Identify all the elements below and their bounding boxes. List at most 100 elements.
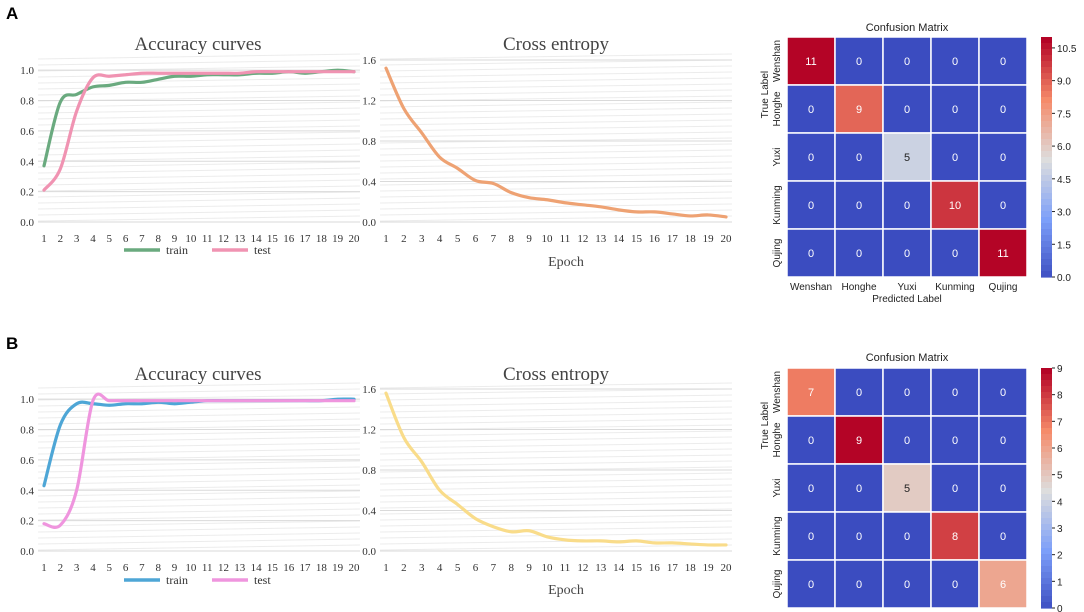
panel-b-accuracy-hatch-line: [37, 544, 361, 551]
panel-a-confusion-colorbar-segment: [1041, 145, 1052, 152]
panel-b-confusion-cell: [978, 463, 1028, 513]
panel-b-entropy-y-tick-label: 1.6: [362, 384, 376, 396]
panel-b-confusion-cell-value: 0: [952, 579, 958, 591]
panel-b-entropy-hatch-line: [379, 508, 733, 515]
panel-a-entropy-x-tick-label: 9: [526, 233, 532, 245]
panel-b-confusion-colorbar-tick-label: 1: [1057, 577, 1063, 588]
panel-b-confusion-colorbar-segment: [1041, 416, 1052, 423]
panel-a-entropy-hatch-line: [379, 185, 733, 192]
panel-b-confusion-colorbar-tick-label: 8: [1057, 391, 1063, 402]
panel-a-entropy-x-tick-label: 13: [595, 233, 607, 245]
panel-b-entropy-x-tick-label: 16: [649, 562, 661, 574]
panel-a-confusion-cell: [978, 132, 1028, 182]
panel-b-confusion-colorbar-segment: [1041, 386, 1052, 393]
panel-a-confusion-colorbar-tick-label: 3.0: [1057, 208, 1071, 219]
panel-b-confusion-title: Confusion Matrix: [866, 352, 949, 364]
panel-a-confusion-colorbar-segment: [1041, 235, 1052, 242]
panel-b-accuracy-legend-label-test: test: [254, 573, 271, 587]
panel-b-confusion-cell-value: 0: [808, 483, 814, 495]
panel-a-confusion-colorbar-segment: [1041, 133, 1052, 140]
panel-a-accuracy-hatch-line: [37, 215, 361, 222]
panel-a-entropy-hatch-line: [379, 65, 733, 72]
panel-b-entropy-x-tick-label: 6: [473, 562, 479, 574]
panel-a-confusion-cell: [786, 36, 836, 86]
panel-a-confusion-colorbar-segment: [1041, 127, 1052, 134]
panel-a-confusion-colorbar-segment: [1041, 193, 1052, 200]
panel-a-accuracy-title: Accuracy curves: [134, 34, 261, 55]
panel-b-accuracy-hatch-line: [37, 388, 361, 395]
panel-b-entropy-hatch-line: [379, 520, 733, 527]
panel-a-confusion-cell-value: 11: [997, 248, 1008, 260]
panel-b-confusion-colorbar-tick-label: 2: [1057, 551, 1063, 562]
panel-a-entropy-hatch-line: [379, 59, 733, 66]
panel-a-accuracy-chart: 0.00.20.40.60.81.01 2 3 4 5 6 7 8 9 10 11 12 13 14 15 1…: [20, 34, 361, 257]
panel-b-accuracy-hatch-line: [37, 508, 361, 515]
panel-b-entropy-x-tick-label: 17: [667, 562, 679, 574]
panel-b-confusion-cell-value: 0: [856, 531, 862, 543]
panel-a-entropy-x-tick-label: 17: [667, 233, 679, 245]
panel-a-confusion-y-tick-label: Kunming: [772, 185, 783, 224]
panel-b-confusion-cell: [786, 559, 836, 609]
panel-b-entropy-hatch-line: [379, 412, 733, 419]
panel-a-accuracy-x-tick-label: 14: [251, 233, 263, 245]
panel-b-entropy-x-tick-label: 3: [419, 562, 425, 574]
panel-b-confusion-cell-value: 8: [952, 531, 958, 543]
panel-b-confusion-colorbar-segment: [1041, 404, 1052, 411]
panel-a-accuracy-x-tick-label: 19: [332, 233, 344, 245]
panel-b-confusion-colorbar-segment: [1041, 524, 1052, 531]
panel-b-accuracy-hatch-line: [37, 526, 361, 533]
panel-b-confusion-colorbar-segment: [1041, 572, 1052, 579]
panel-a-confusion-cell: [834, 228, 884, 278]
panel-b-confusion-cell-value: 0: [904, 579, 910, 591]
panel-b-entropy-hatch-line: [379, 406, 733, 413]
panel-b-accuracy-hatch-line: [37, 520, 361, 527]
panel-b-confusion-y-tick-label: Kunming: [772, 516, 783, 555]
panel-a-entropy-x-tick-label: 5: [455, 233, 461, 245]
panel-a-confusion-cell-value: 0: [904, 200, 910, 212]
panel-a-accuracy-y-tick-label: 1.0: [20, 65, 34, 77]
panel-b-confusion-cell-value: 7: [808, 387, 814, 399]
panel-b-confusion-colorbar-segment: [1041, 470, 1052, 477]
panel-a-accuracy-y-tick-label: 0.8: [20, 96, 34, 108]
panel-b-accuracy-x-tick-label: 20: [349, 562, 361, 574]
panel-a-confusion-colorbar-segment: [1041, 151, 1052, 158]
panel-a-confusion-cell-value: 0: [904, 104, 910, 116]
panel-a-confusion-colorbar-segment: [1041, 163, 1052, 170]
panel-b-confusion-cell-value: 6: [1000, 579, 1006, 591]
panel-a-confusion-cell: [786, 132, 836, 182]
panel-b-accuracy-x-tick-label: 3: [74, 562, 80, 574]
panel-b-confusion-colorbar-segment: [1041, 422, 1052, 429]
panel-a-accuracy-y-tick-label: 0.4: [20, 156, 34, 168]
panel-a-confusion-cell: [786, 180, 836, 230]
panel-b-confusion-colorbar-tick-label: 5: [1057, 471, 1063, 482]
panel-a-accuracy-x-tick-label: 16: [283, 233, 295, 245]
panel-a-confusion-cell-value: 0: [904, 248, 910, 260]
panel-b-accuracy-hatch-line: [37, 496, 361, 503]
panel-b-entropy-x-tick-label: 11: [560, 562, 571, 574]
panel-b-confusion-y-tick-label: Wenshan: [772, 371, 783, 413]
panel-a-accuracy-hatch-line: [37, 149, 361, 156]
panel-b-accuracy-x-tick-label: 16: [283, 562, 295, 574]
panel-b-entropy-hatch-line: [379, 472, 733, 479]
panel-a-confusion-x-tick-label: Yuxi: [898, 282, 917, 293]
panel-b-entropy-hatch-line: [379, 436, 733, 443]
panel-a-entropy-x-label: Epoch: [548, 255, 584, 270]
panel-b-confusion-colorbar-segment: [1041, 530, 1052, 537]
panel-b-confusion-colorbar-segment: [1041, 428, 1052, 435]
panel-a-confusion-colorbar-tick-label: 4.5: [1057, 175, 1071, 186]
panel-a-confusion-chart: Confusion Matrix 11 0 0 0 0 0 9 0 0 0 0 0 5 0 0 0 0 0 10 0 0 0…: [760, 22, 1077, 305]
panel-a-accuracy-hatch-line: [37, 119, 361, 126]
panel-b-confusion-cell: [930, 463, 980, 513]
panel-a-confusion-cell: [978, 84, 1028, 134]
panel-a-confusion-cell-value: 0: [856, 248, 862, 260]
panel-a-confusion-colorbar-segment: [1041, 259, 1052, 266]
panel-a-accuracy-legend-label-test: test: [254, 243, 271, 257]
panel-b-confusion-colorbar-segment: [1041, 590, 1052, 597]
panel-a-accuracy-x-tick-label: 9: [172, 233, 178, 245]
panel-b-entropy-y-tick-label: 0.8: [362, 465, 376, 477]
panel-a-entropy-x-tick-label: 12: [577, 233, 588, 245]
panel-b-accuracy-hatch-line: [37, 514, 361, 521]
panel-b-accuracy-hatch-line: [37, 442, 361, 449]
panel-b-accuracy-hatch-line: [37, 436, 361, 443]
